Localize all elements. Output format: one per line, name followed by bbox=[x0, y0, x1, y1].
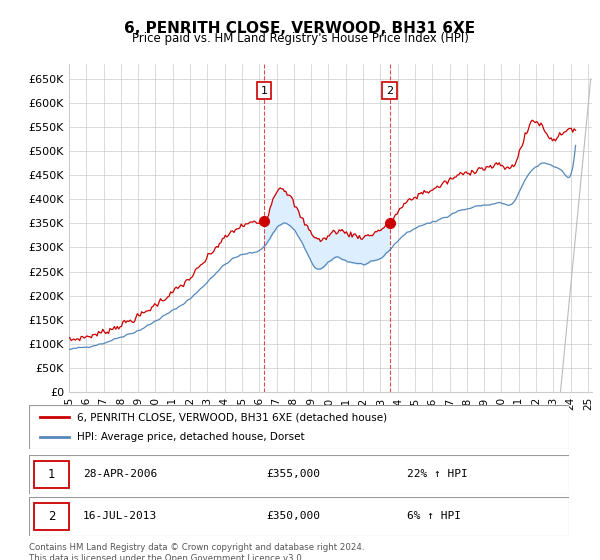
Text: 1: 1 bbox=[261, 86, 268, 96]
FancyBboxPatch shape bbox=[29, 405, 569, 449]
FancyBboxPatch shape bbox=[34, 503, 70, 530]
Text: 6% ↑ HPI: 6% ↑ HPI bbox=[407, 511, 461, 521]
Text: 1: 1 bbox=[48, 468, 56, 481]
Text: HPI: Average price, detached house, Dorset: HPI: Average price, detached house, Dors… bbox=[77, 432, 305, 442]
Text: 2: 2 bbox=[386, 86, 393, 96]
FancyBboxPatch shape bbox=[29, 455, 569, 494]
FancyBboxPatch shape bbox=[34, 460, 70, 488]
Text: 6, PENRITH CLOSE, VERWOOD, BH31 6XE: 6, PENRITH CLOSE, VERWOOD, BH31 6XE bbox=[124, 21, 476, 36]
FancyBboxPatch shape bbox=[29, 497, 569, 536]
Text: 16-JUL-2013: 16-JUL-2013 bbox=[83, 511, 157, 521]
Text: 22% ↑ HPI: 22% ↑ HPI bbox=[407, 469, 467, 479]
Text: 6, PENRITH CLOSE, VERWOOD, BH31 6XE (detached house): 6, PENRITH CLOSE, VERWOOD, BH31 6XE (det… bbox=[77, 412, 388, 422]
Text: £355,000: £355,000 bbox=[266, 469, 320, 479]
Text: £350,000: £350,000 bbox=[266, 511, 320, 521]
Text: 28-APR-2006: 28-APR-2006 bbox=[83, 469, 157, 479]
Text: Price paid vs. HM Land Registry's House Price Index (HPI): Price paid vs. HM Land Registry's House … bbox=[131, 32, 469, 45]
Text: Contains HM Land Registry data © Crown copyright and database right 2024.
This d: Contains HM Land Registry data © Crown c… bbox=[29, 543, 364, 560]
Text: 2: 2 bbox=[48, 510, 56, 523]
